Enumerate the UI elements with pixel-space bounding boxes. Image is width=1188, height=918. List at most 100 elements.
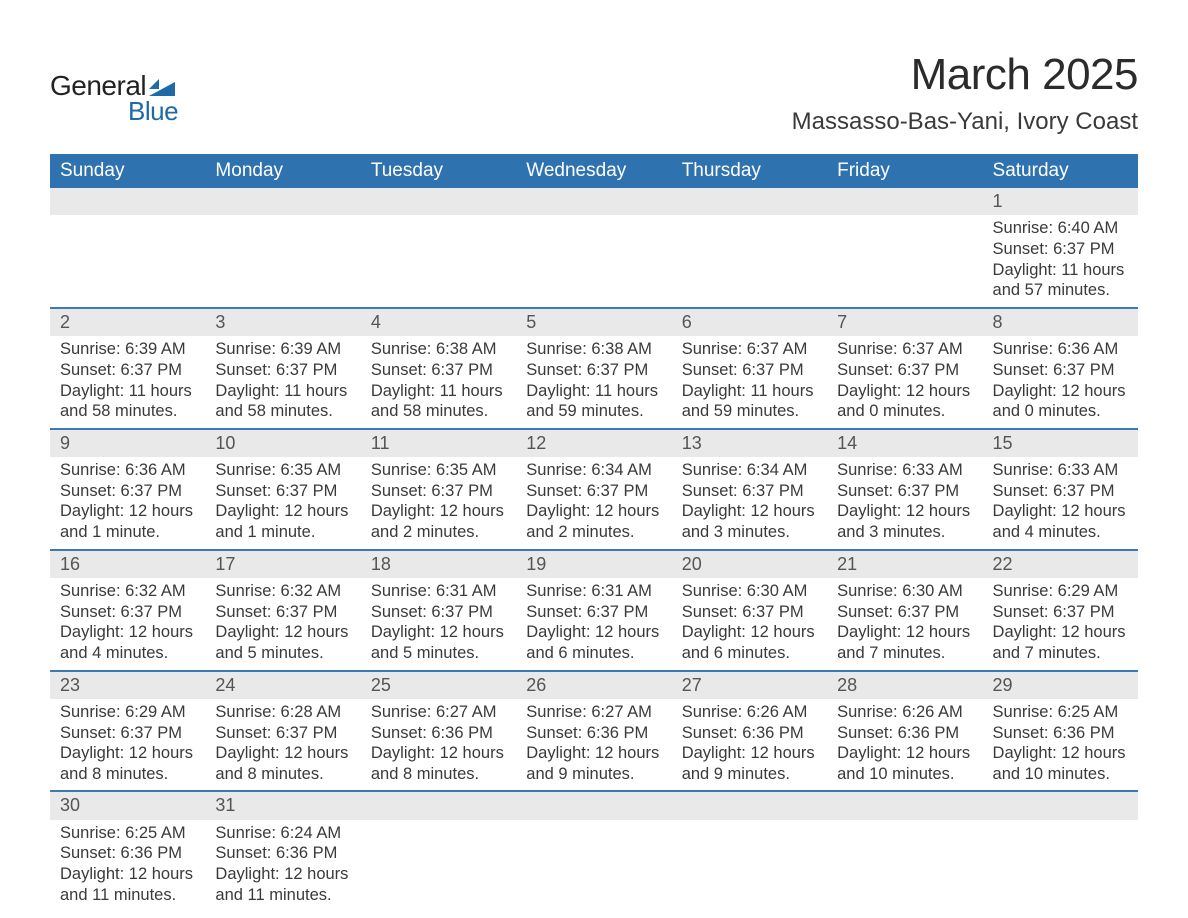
calendar-cell: 15Sunrise: 6:33 AMSunset: 6:37 PMDayligh… <box>983 429 1138 550</box>
calendar-cell: 19Sunrise: 6:31 AMSunset: 6:37 PMDayligh… <box>516 550 671 671</box>
calendar-cell <box>516 791 671 911</box>
calendar-week-row: 30Sunrise: 6:25 AMSunset: 6:36 PMDayligh… <box>50 791 1138 911</box>
sunrise-text: Sunrise: 6:36 AM <box>60 460 195 481</box>
sunset-text: Sunset: 6:37 PM <box>993 360 1128 381</box>
day-header: Friday <box>827 154 982 188</box>
day-number <box>205 188 360 215</box>
day-number <box>672 792 827 819</box>
calendar-cell: 31Sunrise: 6:24 AMSunset: 6:36 PMDayligh… <box>205 791 360 911</box>
day-number: 26 <box>516 672 671 699</box>
sunrise-text: Sunrise: 6:25 AM <box>993 702 1128 723</box>
calendar-cell <box>516 188 671 308</box>
day-details: Sunrise: 6:36 AMSunset: 6:37 PMDaylight:… <box>50 457 205 549</box>
day-number <box>516 792 671 819</box>
sunrise-text: Sunrise: 6:31 AM <box>526 581 661 602</box>
day-number: 14 <box>827 430 982 457</box>
day-header: Sunday <box>50 154 205 188</box>
sunset-text: Sunset: 6:37 PM <box>993 239 1128 260</box>
daylight-text: Daylight: 12 hours and 3 minutes. <box>837 501 972 542</box>
title-block: March 2025 Massasso-Bas-Yani, Ivory Coas… <box>792 50 1138 136</box>
day-details: Sunrise: 6:37 AMSunset: 6:37 PMDaylight:… <box>827 336 982 428</box>
day-details: Sunrise: 6:32 AMSunset: 6:37 PMDaylight:… <box>50 578 205 670</box>
daylight-text: Daylight: 12 hours and 11 minutes. <box>60 864 195 905</box>
calendar-cell: 22Sunrise: 6:29 AMSunset: 6:37 PMDayligh… <box>983 550 1138 671</box>
day-number: 2 <box>50 309 205 336</box>
day-details: Sunrise: 6:39 AMSunset: 6:37 PMDaylight:… <box>50 336 205 428</box>
day-details: Sunrise: 6:27 AMSunset: 6:36 PMDaylight:… <box>516 699 671 791</box>
sunrise-text: Sunrise: 6:34 AM <box>526 460 661 481</box>
calendar-cell <box>205 188 360 308</box>
day-details <box>827 215 982 245</box>
sunrise-text: Sunrise: 6:26 AM <box>682 702 817 723</box>
day-details: Sunrise: 6:29 AMSunset: 6:37 PMDaylight:… <box>983 578 1138 670</box>
day-number: 5 <box>516 309 671 336</box>
calendar-cell <box>983 791 1138 911</box>
daylight-text: Daylight: 12 hours and 0 minutes. <box>993 381 1128 422</box>
calendar-week-row: 2Sunrise: 6:39 AMSunset: 6:37 PMDaylight… <box>50 308 1138 429</box>
day-number <box>361 792 516 819</box>
sunrise-text: Sunrise: 6:35 AM <box>371 460 506 481</box>
day-details <box>983 820 1138 850</box>
sunrise-text: Sunrise: 6:38 AM <box>371 339 506 360</box>
day-details: Sunrise: 6:25 AMSunset: 6:36 PMDaylight:… <box>983 699 1138 791</box>
day-header: Wednesday <box>516 154 671 188</box>
day-number: 11 <box>361 430 516 457</box>
calendar-cell: 12Sunrise: 6:34 AMSunset: 6:37 PMDayligh… <box>516 429 671 550</box>
day-details <box>50 215 205 245</box>
day-details: Sunrise: 6:36 AMSunset: 6:37 PMDaylight:… <box>983 336 1138 428</box>
daylight-text: Daylight: 12 hours and 7 minutes. <box>837 622 972 663</box>
day-details <box>205 215 360 245</box>
calendar-cell <box>672 791 827 911</box>
day-details: Sunrise: 6:26 AMSunset: 6:36 PMDaylight:… <box>672 699 827 791</box>
sunset-text: Sunset: 6:37 PM <box>837 360 972 381</box>
day-number: 18 <box>361 551 516 578</box>
day-number: 27 <box>672 672 827 699</box>
sunset-text: Sunset: 6:37 PM <box>993 481 1128 502</box>
day-details: Sunrise: 6:30 AMSunset: 6:37 PMDaylight:… <box>827 578 982 670</box>
day-details <box>516 820 671 850</box>
day-number: 6 <box>672 309 827 336</box>
sunset-text: Sunset: 6:36 PM <box>682 723 817 744</box>
sunset-text: Sunset: 6:37 PM <box>215 723 350 744</box>
sunset-text: Sunset: 6:37 PM <box>682 481 817 502</box>
day-details: Sunrise: 6:25 AMSunset: 6:36 PMDaylight:… <box>50 820 205 912</box>
calendar-cell: 28Sunrise: 6:26 AMSunset: 6:36 PMDayligh… <box>827 671 982 792</box>
sunset-text: Sunset: 6:36 PM <box>526 723 661 744</box>
sunset-text: Sunset: 6:36 PM <box>215 843 350 864</box>
daylight-text: Daylight: 12 hours and 2 minutes. <box>526 501 661 542</box>
sunset-text: Sunset: 6:37 PM <box>60 360 195 381</box>
sunrise-text: Sunrise: 6:40 AM <box>993 218 1128 239</box>
day-number: 23 <box>50 672 205 699</box>
sunrise-text: Sunrise: 6:35 AM <box>215 460 350 481</box>
sunset-text: Sunset: 6:37 PM <box>526 360 661 381</box>
day-details <box>361 820 516 850</box>
location-subtitle: Massasso-Bas-Yani, Ivory Coast <box>792 108 1138 136</box>
daylight-text: Daylight: 12 hours and 7 minutes. <box>993 622 1128 663</box>
day-number: 3 <box>205 309 360 336</box>
day-details: Sunrise: 6:35 AMSunset: 6:37 PMDaylight:… <box>361 457 516 549</box>
daylight-text: Daylight: 12 hours and 4 minutes. <box>993 501 1128 542</box>
daylight-text: Daylight: 12 hours and 5 minutes. <box>371 622 506 663</box>
sunrise-text: Sunrise: 6:31 AM <box>371 581 506 602</box>
calendar-table: Sunday Monday Tuesday Wednesday Thursday… <box>50 154 1138 911</box>
daylight-text: Daylight: 12 hours and 10 minutes. <box>837 743 972 784</box>
daylight-text: Daylight: 12 hours and 4 minutes. <box>60 622 195 663</box>
daylight-text: Daylight: 11 hours and 58 minutes. <box>215 381 350 422</box>
daylight-text: Daylight: 11 hours and 58 minutes. <box>371 381 506 422</box>
sunrise-text: Sunrise: 6:30 AM <box>837 581 972 602</box>
sunset-text: Sunset: 6:37 PM <box>371 481 506 502</box>
sunset-text: Sunset: 6:37 PM <box>837 602 972 623</box>
daylight-text: Daylight: 12 hours and 8 minutes. <box>215 743 350 784</box>
day-details: Sunrise: 6:38 AMSunset: 6:37 PMDaylight:… <box>516 336 671 428</box>
daylight-text: Daylight: 12 hours and 3 minutes. <box>682 501 817 542</box>
sunset-text: Sunset: 6:37 PM <box>215 360 350 381</box>
sunrise-text: Sunrise: 6:26 AM <box>837 702 972 723</box>
day-details: Sunrise: 6:39 AMSunset: 6:37 PMDaylight:… <box>205 336 360 428</box>
sunset-text: Sunset: 6:37 PM <box>60 723 195 744</box>
sunset-text: Sunset: 6:37 PM <box>60 602 195 623</box>
day-details: Sunrise: 6:28 AMSunset: 6:37 PMDaylight:… <box>205 699 360 791</box>
calendar-cell: 10Sunrise: 6:35 AMSunset: 6:37 PMDayligh… <box>205 429 360 550</box>
day-details: Sunrise: 6:30 AMSunset: 6:37 PMDaylight:… <box>672 578 827 670</box>
sunrise-text: Sunrise: 6:27 AM <box>526 702 661 723</box>
calendar-body: 1Sunrise: 6:40 AMSunset: 6:37 PMDaylight… <box>50 188 1138 911</box>
